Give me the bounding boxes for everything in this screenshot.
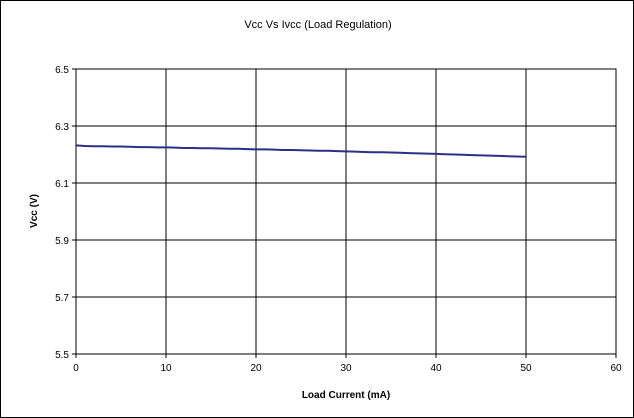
x-tick-label: 10	[160, 363, 172, 374]
series-line	[75, 144, 527, 158]
x-tick-label: 0	[73, 363, 79, 374]
plot-area-border	[75, 68, 617, 355]
x-tick-label: 30	[340, 363, 352, 374]
x-axis-title: Load Current (mA)	[302, 390, 390, 401]
y-tick-label: 6.1	[55, 179, 69, 190]
tick-labels: 0 10 20 30 40 50 60 6.5 6.3 6.1 5.9 5.7 5.5	[55, 65, 622, 374]
y-tick-label: 5.7	[55, 293, 69, 304]
series-layer	[75, 144, 527, 158]
x-tick-label: 60	[610, 363, 622, 374]
x-tick-label: 20	[250, 363, 262, 374]
x-tick-label: 40	[430, 363, 442, 374]
y-tick-label: 5.5	[55, 350, 69, 361]
y-tick-label: 6.5	[55, 65, 69, 76]
y-axis-title: Vcc (V)	[29, 194, 40, 228]
x-tick-label: 50	[520, 363, 532, 374]
y-tick-label: 5.9	[55, 236, 69, 247]
grid	[72, 68, 617, 358]
y-tick-label: 6.3	[55, 122, 69, 133]
chart-title: Vcc Vs Ivcc (Load Regulation)	[244, 19, 391, 31]
